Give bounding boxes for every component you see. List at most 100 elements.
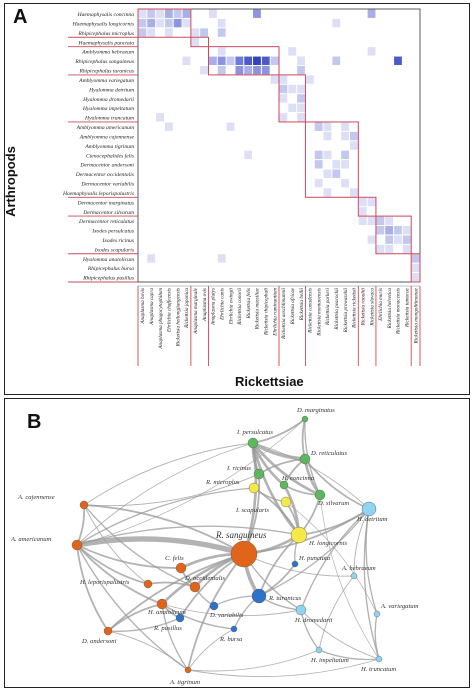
- network-node: [251, 588, 267, 604]
- heatmap-cell: [411, 273, 420, 282]
- panel-b-letter: B: [27, 411, 42, 433]
- heatmap-cell: [402, 235, 411, 244]
- heatmap-cell: [279, 75, 288, 84]
- node-label: D. occidentalis: [184, 575, 225, 582]
- heatmap-cell: [261, 65, 270, 75]
- network-edge: [318, 575, 355, 651]
- col-label: Rickettsia felis: [245, 288, 252, 319]
- heatmap-svg: Haemaphysalis concinna Haemaphysalis long…: [62, 8, 421, 366]
- col-label: Rickettsia montanensis: [316, 288, 322, 337]
- heatmap-cell: [156, 18, 164, 28]
- network-edge: [107, 553, 245, 632]
- heatmap-cell: [270, 56, 279, 65]
- heatmap-cell: [217, 47, 226, 56]
- col-label: Rickettsia helvetica: [387, 288, 393, 330]
- network-edge: [300, 609, 320, 651]
- row-label: Rhipicephalus pusillus: [82, 276, 134, 282]
- group-box: [208, 46, 280, 76]
- network-node: [230, 540, 258, 568]
- row-label: Dermacentor andersoni: [79, 163, 134, 169]
- heatmap-cell: [358, 216, 367, 226]
- row-label: Hyalomma truncatum: [84, 116, 134, 122]
- row-label: Dermacentor occidentalis: [75, 172, 134, 178]
- heatmap-cell: [200, 65, 208, 75]
- heatmap-cell: [376, 226, 385, 235]
- network-edge: [251, 442, 301, 536]
- row-label: Hyalomma impeltatum: [82, 106, 134, 112]
- node-label: H. leporispalustris: [79, 579, 130, 586]
- heatmap-cell: [279, 84, 288, 94]
- network-edge: [76, 487, 255, 546]
- network-node: [350, 572, 358, 580]
- network-edge: [76, 544, 109, 632]
- heatmap-cell: [341, 131, 349, 141]
- network-edge: [300, 508, 370, 611]
- heatmap-cell: [297, 113, 305, 122]
- heatmap-cell: [217, 65, 226, 75]
- heatmap-cell: [270, 75, 279, 84]
- node-label: D. marginatus: [296, 407, 335, 414]
- col-label: Rickettsia rickettsii: [352, 287, 358, 328]
- heatmap-cell: [288, 84, 297, 94]
- heatmap-cell: [253, 9, 261, 18]
- heatmap-cell: [288, 103, 297, 113]
- heatmap-cell: [394, 235, 402, 244]
- node-label: H. concinna: [281, 475, 315, 482]
- row-label: Haemaphysalis concinna: [77, 12, 135, 18]
- heatmap-cell: [217, 254, 226, 263]
- network-node: [143, 579, 153, 589]
- col-label: Rickettsia rhipicephali: [264, 287, 270, 336]
- heatmap-cell: [217, 18, 226, 28]
- row-label: Dermacentor marginatus: [76, 200, 134, 206]
- network-edge: [319, 494, 380, 660]
- heatmap-cell: [341, 160, 349, 169]
- heatmap-cell: [235, 65, 244, 75]
- heatmap-cell: [341, 178, 349, 188]
- node-label: D. reticulatus: [310, 450, 347, 457]
- heatmap-cell: [297, 65, 305, 75]
- heatmap-cell: [191, 28, 200, 37]
- heatmap-cell: [332, 169, 341, 178]
- heatmap-cell: [164, 28, 173, 37]
- col-label: Ehrlichia muris: [378, 288, 384, 322]
- heatmap-cell: [341, 122, 349, 131]
- heatmap-cell: [138, 28, 147, 37]
- network-edge: [76, 418, 306, 546]
- heatmap-cell: [332, 18, 341, 28]
- col-label: Rickettsia mongolitimonae: [413, 287, 419, 344]
- col-label: Rickettsia canadensis: [308, 288, 314, 334]
- node-label: H. detritum: [356, 516, 388, 523]
- network-node: [373, 610, 381, 618]
- network-edge: [285, 501, 378, 615]
- heatmap-cell: [235, 56, 244, 65]
- heatmap-cell: [385, 216, 394, 226]
- network-node: [248, 482, 260, 494]
- network-node: [375, 655, 383, 663]
- heatmap-cell: [182, 9, 191, 18]
- panel-b-network: B I. persulcatus D. marginatus D. reticula…: [4, 398, 470, 688]
- col-label: Anaplasma bovis: [140, 288, 146, 325]
- col-label: Anaplasma capra: [149, 288, 155, 326]
- node-label: H. anatolicum: [147, 609, 186, 616]
- heatmap-cell: [182, 18, 191, 28]
- node-label: H. dromedarii: [294, 617, 333, 624]
- row-label: Haemaphysalis longicornis: [72, 21, 134, 27]
- row-label: Amblyomma tigrinum: [84, 144, 134, 150]
- heatmap-cell: [305, 75, 314, 84]
- heatmap-cell: [323, 150, 332, 160]
- network-edge: [318, 649, 380, 661]
- heatmap-cell: [350, 188, 358, 197]
- node-label: A. cajennense: [17, 494, 55, 501]
- heatmap-cell: [367, 197, 376, 207]
- col-label: Rickettsia tamurae: [405, 287, 411, 328]
- col-label: Rickettsia aeschlimannii: [281, 287, 287, 339]
- row-label: Ixodes persulcatus: [91, 229, 134, 235]
- row-label: Ixodes scapularis: [94, 247, 134, 253]
- col-label: Rickettsia peacockii: [334, 287, 340, 330]
- node-label: A. tigrinum: [169, 679, 200, 686]
- col-label: Anaplasma phagocytophilum: [158, 288, 164, 350]
- heatmap-cell: [297, 56, 305, 65]
- row-label: Dermacentor variabilis: [80, 182, 134, 188]
- heatmap-cell: [147, 28, 156, 37]
- node-label: R. microplus: [205, 479, 240, 486]
